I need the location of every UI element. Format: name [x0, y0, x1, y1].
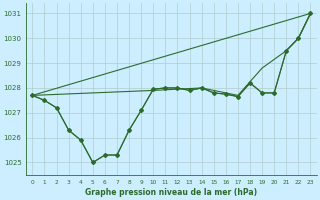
- X-axis label: Graphe pression niveau de la mer (hPa): Graphe pression niveau de la mer (hPa): [85, 188, 258, 197]
